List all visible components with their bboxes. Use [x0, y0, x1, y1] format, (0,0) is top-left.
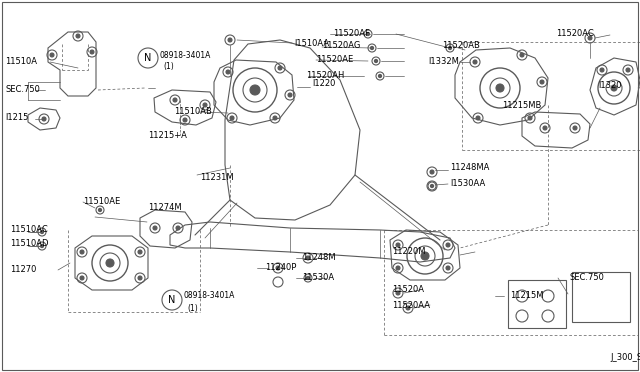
Text: 08918-3401A: 08918-3401A	[184, 292, 236, 301]
Circle shape	[374, 60, 378, 62]
Text: (1): (1)	[163, 62, 173, 71]
Text: 11248MA: 11248MA	[450, 164, 490, 173]
Circle shape	[476, 116, 480, 120]
Circle shape	[176, 226, 180, 230]
Text: 11520AB: 11520AB	[442, 42, 480, 51]
Circle shape	[306, 256, 310, 260]
Circle shape	[588, 36, 592, 40]
Text: 11510A: 11510A	[5, 58, 37, 67]
Text: 11220M: 11220M	[392, 247, 426, 257]
Circle shape	[430, 185, 434, 187]
Circle shape	[80, 276, 84, 280]
Text: SEC.750: SEC.750	[5, 86, 40, 94]
Circle shape	[626, 68, 630, 72]
Text: l1510AA: l1510AA	[294, 38, 329, 48]
Text: J_300_S: J_300_S	[610, 353, 640, 362]
Circle shape	[99, 208, 102, 212]
Text: 11520AC: 11520AC	[556, 29, 594, 38]
Text: 11510AC: 11510AC	[10, 225, 48, 234]
Circle shape	[366, 32, 370, 36]
Text: l1215: l1215	[5, 113, 28, 122]
Circle shape	[76, 34, 80, 38]
Circle shape	[307, 276, 310, 280]
Circle shape	[173, 98, 177, 102]
Circle shape	[153, 226, 157, 230]
Text: 11510AD: 11510AD	[10, 240, 49, 248]
Circle shape	[496, 84, 504, 92]
Circle shape	[80, 250, 84, 254]
Text: 11510AB: 11510AB	[174, 108, 212, 116]
Text: l1220: l1220	[312, 78, 335, 87]
Text: SEC.750: SEC.750	[570, 273, 605, 282]
Circle shape	[600, 68, 604, 72]
Circle shape	[430, 170, 434, 174]
Circle shape	[278, 66, 282, 70]
Text: 11520AA: 11520AA	[392, 301, 430, 310]
Text: 11520AE: 11520AE	[316, 55, 353, 64]
Text: 11215M: 11215M	[510, 292, 543, 301]
Circle shape	[42, 117, 46, 121]
Circle shape	[449, 46, 452, 49]
Text: (1): (1)	[187, 304, 198, 312]
Circle shape	[226, 70, 230, 74]
Circle shape	[421, 252, 429, 260]
Text: 11510AE: 11510AE	[83, 198, 120, 206]
Circle shape	[288, 93, 292, 97]
Text: 11274M: 11274M	[148, 203, 182, 212]
Text: 11240P: 11240P	[265, 263, 296, 273]
Circle shape	[203, 103, 207, 107]
Circle shape	[528, 116, 532, 120]
Circle shape	[230, 116, 234, 120]
Circle shape	[406, 306, 410, 310]
Circle shape	[540, 80, 544, 84]
Text: 11215MB: 11215MB	[502, 102, 541, 110]
Circle shape	[183, 118, 187, 122]
Text: 11520AF: 11520AF	[333, 29, 370, 38]
Circle shape	[446, 266, 450, 270]
Text: 11248M: 11248M	[302, 253, 335, 263]
Circle shape	[446, 243, 450, 247]
Circle shape	[228, 38, 232, 42]
Circle shape	[50, 53, 54, 57]
Text: l1332M: l1332M	[428, 58, 459, 67]
Circle shape	[273, 116, 277, 120]
Circle shape	[573, 126, 577, 130]
Bar	[572, 272, 630, 322]
Text: 11270: 11270	[10, 266, 36, 275]
Circle shape	[378, 74, 381, 78]
Text: N: N	[168, 295, 176, 305]
Text: 11520AG: 11520AG	[322, 42, 360, 51]
Circle shape	[396, 243, 400, 247]
Text: 11520A: 11520A	[392, 285, 424, 295]
Circle shape	[250, 85, 260, 95]
Text: 11215+A: 11215+A	[148, 131, 187, 141]
Text: l1320: l1320	[598, 80, 621, 90]
Bar	[508, 280, 566, 328]
Text: 11231M: 11231M	[200, 173, 234, 183]
Text: 11520AH: 11520AH	[306, 71, 344, 80]
Text: l1530AA: l1530AA	[450, 179, 485, 187]
Circle shape	[396, 266, 400, 270]
Circle shape	[371, 46, 374, 49]
Circle shape	[611, 85, 617, 91]
Circle shape	[138, 276, 142, 280]
Circle shape	[138, 250, 142, 254]
Circle shape	[473, 60, 477, 64]
Text: 11530A: 11530A	[302, 273, 334, 282]
Text: 08918-3401A: 08918-3401A	[160, 51, 211, 60]
Circle shape	[40, 244, 44, 248]
Circle shape	[276, 266, 280, 270]
Circle shape	[520, 53, 524, 57]
Circle shape	[40, 230, 44, 234]
Text: N: N	[144, 53, 152, 63]
Circle shape	[106, 259, 114, 267]
Circle shape	[396, 291, 400, 295]
Circle shape	[543, 126, 547, 130]
Circle shape	[90, 50, 94, 54]
